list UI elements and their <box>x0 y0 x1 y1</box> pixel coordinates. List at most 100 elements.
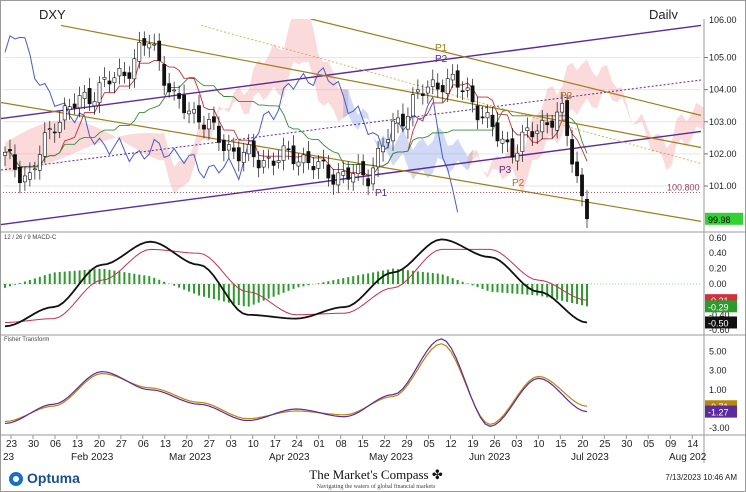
gold-channel-median <box>200 25 702 164</box>
x-axis-day-label: 27 <box>116 439 128 450</box>
macd-line <box>4 238 588 328</box>
candle-body <box>207 119 211 130</box>
candle-body <box>535 130 540 134</box>
candle-body <box>62 105 67 121</box>
x-axis-day-label: 06 <box>50 439 62 450</box>
candle-body <box>525 127 530 131</box>
level-label: 100.800 <box>667 182 700 192</box>
x-axis-day-label: 24 <box>292 439 304 450</box>
candle-body <box>216 125 221 143</box>
candle-body <box>57 122 62 133</box>
candle-body <box>22 175 27 183</box>
x-axis-month-label: 23 <box>3 452 15 463</box>
x-axis-day-label: 13 <box>160 439 172 450</box>
candle-body <box>132 58 137 80</box>
kijun-line <box>4 77 588 168</box>
candle-body <box>266 156 271 159</box>
candle-body <box>550 120 555 128</box>
tenkan-line <box>4 59 588 176</box>
price-axis-label: 101.00 <box>709 181 737 191</box>
x-axis-month-label: Aug 202 <box>669 452 707 463</box>
candle-body <box>430 79 435 87</box>
ichimoku-cloud-bullish <box>343 88 473 180</box>
purple-channel-median <box>1 79 702 171</box>
x-axis: 23 30 06 13 20 27 06 13 20 27 03 10 17 24 01 08 15 22 29 05… <box>3 435 707 463</box>
candle-body <box>37 154 42 171</box>
candle-body <box>172 89 177 92</box>
candle-body <box>301 154 306 164</box>
candle-body <box>306 151 311 164</box>
x-axis-day-label: 26 <box>489 439 501 450</box>
candle-body <box>241 152 246 163</box>
candle-body <box>371 167 376 185</box>
candle-body <box>336 172 341 186</box>
candle-body <box>177 93 182 99</box>
candle-body <box>420 93 425 96</box>
candle-body <box>251 140 256 158</box>
ticker-label: DXY <box>39 7 66 22</box>
candle-body <box>152 43 157 46</box>
candle-body <box>286 148 291 151</box>
gold-channel-lower <box>1 101 702 222</box>
candle-body <box>580 174 584 197</box>
candle-body <box>440 85 445 93</box>
candle-body <box>127 72 132 79</box>
x-axis-day-label: 20 <box>577 439 589 450</box>
price-axis-label: 102.00 <box>709 149 737 159</box>
candle-body <box>147 43 152 49</box>
fisher-axis-label: -3.00 <box>709 423 730 433</box>
x-axis-day-label: 15 <box>555 439 567 450</box>
fisher-panel[interactable] <box>4 338 588 427</box>
candle-body <box>187 110 191 115</box>
x-axis-day-label: 14 <box>687 439 699 450</box>
candle-body <box>356 164 361 175</box>
x-axis-day-label: 20 <box>94 439 106 450</box>
candle-body <box>361 161 366 176</box>
candle-body <box>386 139 390 143</box>
candle-body <box>82 91 87 99</box>
candle-body <box>565 100 570 136</box>
x-axis-day-label: 01 <box>314 439 326 450</box>
candle-body <box>396 117 400 124</box>
candle-body <box>102 77 107 80</box>
last-price-badge <box>705 212 743 225</box>
candle-body <box>455 70 460 88</box>
candle-body <box>495 122 500 142</box>
candle-body <box>162 64 167 86</box>
ichimoku-cloud-bearish <box>467 59 704 195</box>
candle-body <box>540 120 545 133</box>
x-axis-month-label: Feb 2023 <box>71 452 114 463</box>
candle-body <box>97 82 102 103</box>
candle-body <box>261 160 266 168</box>
timestamp: 7/13/2023 10:46 AM <box>665 473 737 482</box>
macd-panel[interactable] <box>3 238 701 328</box>
candle-body <box>256 159 261 169</box>
candle-body <box>157 40 162 61</box>
gold-channel-outer <box>310 19 702 116</box>
candle-body <box>321 159 326 162</box>
candle-body <box>87 88 92 105</box>
macd-signal-line <box>4 248 588 323</box>
candle-body <box>515 152 520 162</box>
macd-axis-label: 0.40 <box>709 248 727 258</box>
candle-body <box>47 128 52 130</box>
candle-body <box>192 109 196 114</box>
candle-body <box>72 103 77 109</box>
candle-body <box>465 87 470 91</box>
pivot-annotation: P3 <box>560 91 573 102</box>
x-axis-month-label: May 2023 <box>369 452 413 463</box>
candle-body <box>401 113 405 127</box>
candle-body <box>341 171 346 176</box>
candle-body <box>570 139 574 165</box>
candle-body <box>331 174 336 185</box>
ichimoku-cloud-bearish <box>5 19 349 195</box>
brand-block: The Market's Compass ✤ Navigating the wa… <box>291 467 461 490</box>
x-axis-day-label: 30 <box>28 439 40 450</box>
candle-body <box>291 145 296 165</box>
candle-body <box>575 161 579 177</box>
candle-body <box>530 131 535 138</box>
x-axis-day-label: 08 <box>336 439 348 450</box>
pivot-annotation: P1 <box>375 188 388 199</box>
